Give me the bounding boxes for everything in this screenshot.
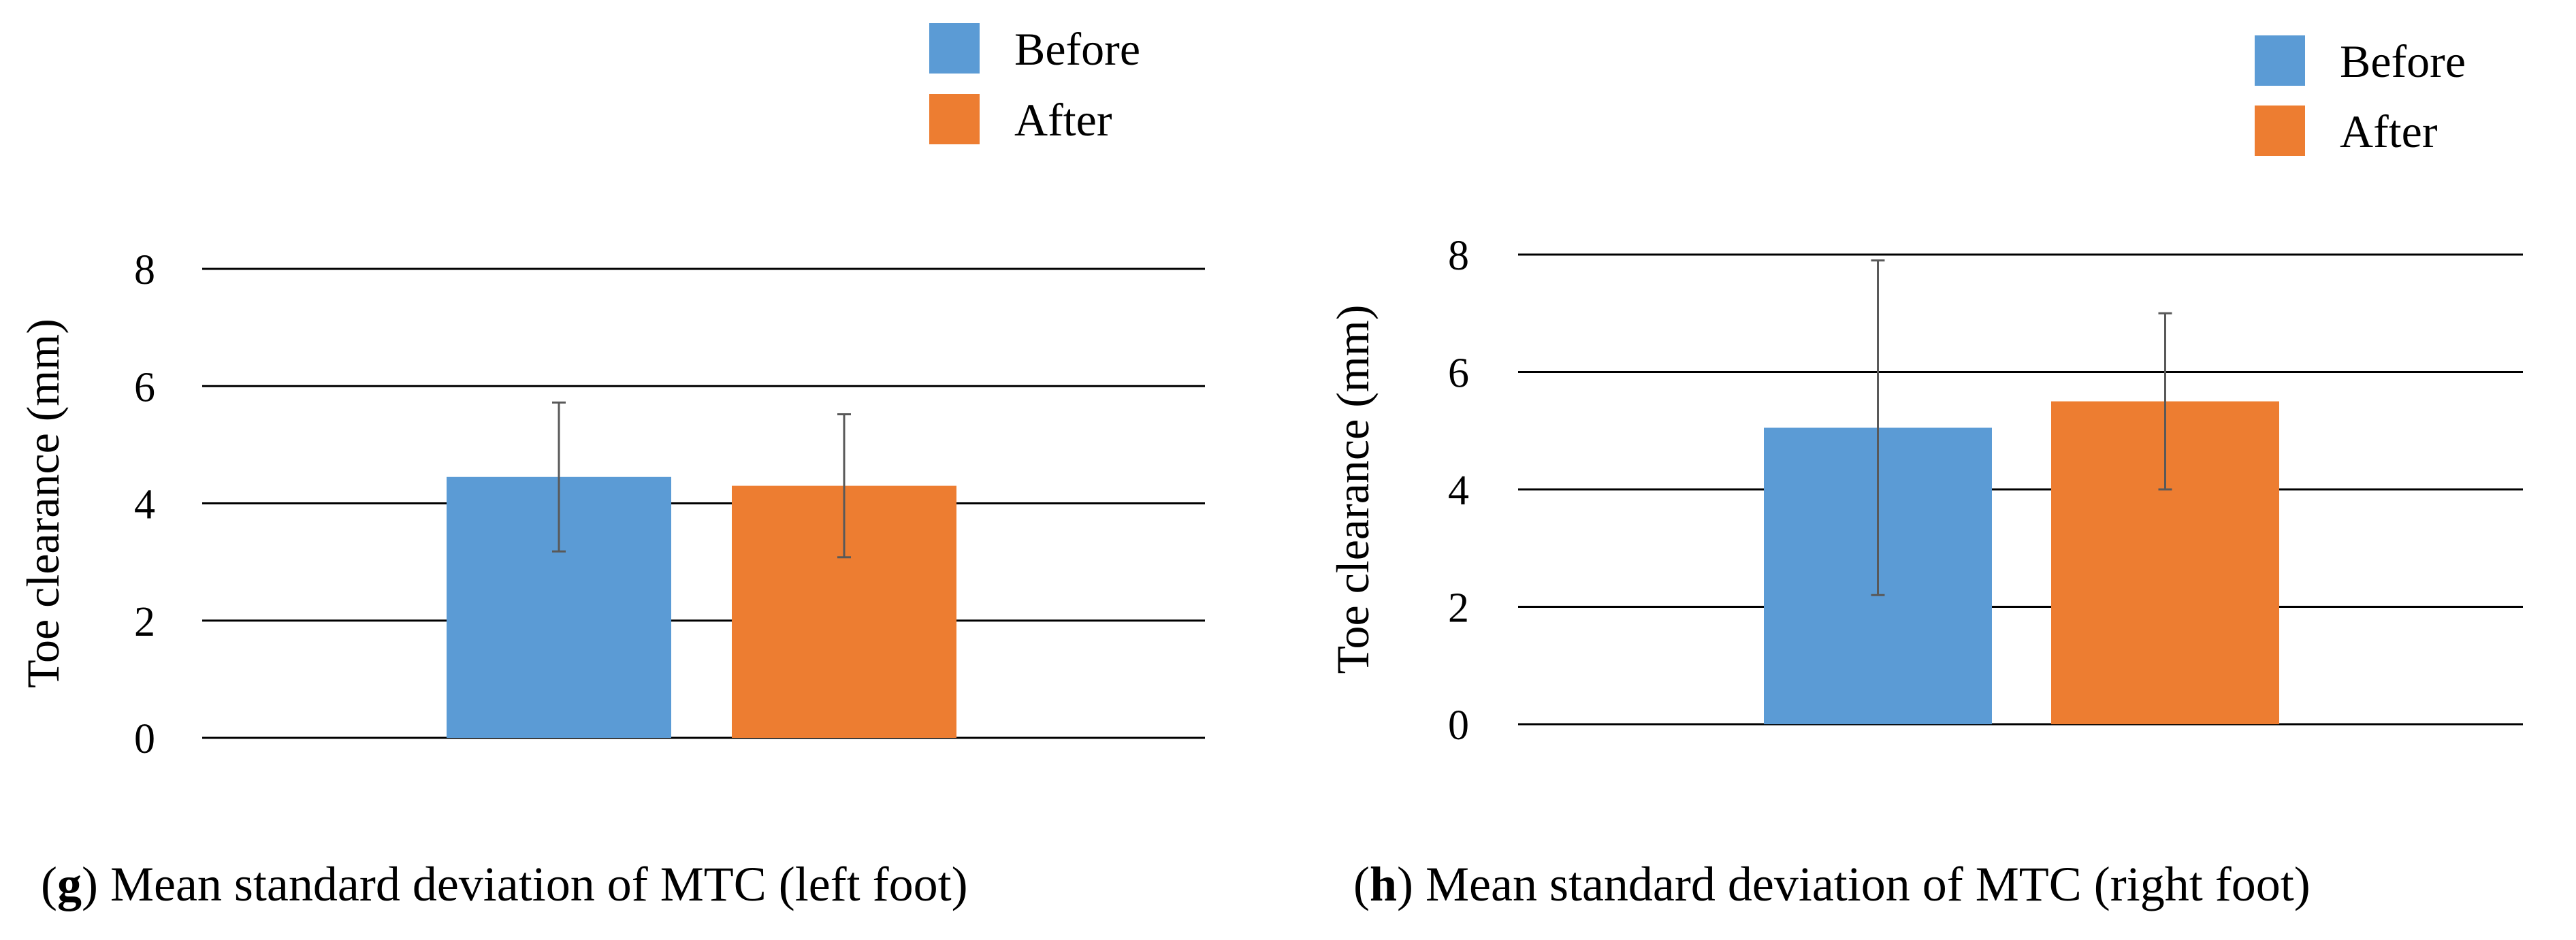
chart-g-legend-swatch-before — [929, 23, 980, 74]
chart-h-legend-label-before: Before — [2340, 35, 2466, 87]
chart-h-ytick-label: 2 — [1448, 585, 1469, 632]
chart-h-ytick-label: 6 — [1448, 351, 1469, 397]
chart-h-ytick-label: 0 — [1448, 702, 1469, 749]
chart-g-ytick-label: 2 — [134, 599, 155, 645]
chart-h-caption-letter: h — [1369, 857, 1398, 911]
chart-h-svg: 0 2 4 6 8 Toe clearance (mm) Before After — [1327, 35, 2523, 749]
chart-h-ylabel: Toe clearance (mm) — [1327, 305, 1379, 675]
chart-h-legend-label-after: After — [2340, 106, 2438, 157]
chart-panel-g: 0 2 4 6 8 Toe clearance (mm) Before After (g) M… — [17, 23, 1205, 911]
chart-g-ytick-label: 8 — [134, 247, 155, 293]
chart-g-svg: 0 2 4 6 8 Toe clearance (mm) Before After — [17, 23, 1205, 762]
chart-h-caption-text: Mean standard deviation of MTC (right fo… — [1413, 857, 2311, 911]
chart-g-ytick-label: 0 — [134, 716, 155, 762]
chart-g-ylabel: Toe clearance (mm) — [17, 319, 69, 688]
chart-g-ytick-label: 6 — [134, 364, 155, 410]
chart-g-caption: (g) Mean standard deviation of MTC (left… — [41, 857, 968, 911]
chart-h-ytick-label: 8 — [1448, 233, 1469, 279]
chart-h-caption: (h) Mean standard deviation of MTC (righ… — [1353, 857, 2311, 911]
chart-g-caption-text: Mean standard deviation of MTC (left foo… — [97, 857, 968, 911]
chart-g-legend-swatch-after — [929, 94, 980, 144]
chart-h-legend-swatch-before — [2255, 35, 2305, 86]
chart-g-ytick-label: 4 — [134, 482, 155, 528]
chart-panel-h: 0 2 4 6 8 Toe clearance (mm) Before After (h) M… — [1288, 0, 2576, 940]
chart-g-legend-label-before: Before — [1014, 23, 1140, 75]
chart-g-legend-label-after: After — [1014, 94, 1112, 146]
chart-h-ytick-label: 4 — [1448, 468, 1469, 514]
chart-h-legend-swatch-after — [2255, 106, 2305, 156]
chart-g-caption-letter: g — [57, 857, 82, 911]
